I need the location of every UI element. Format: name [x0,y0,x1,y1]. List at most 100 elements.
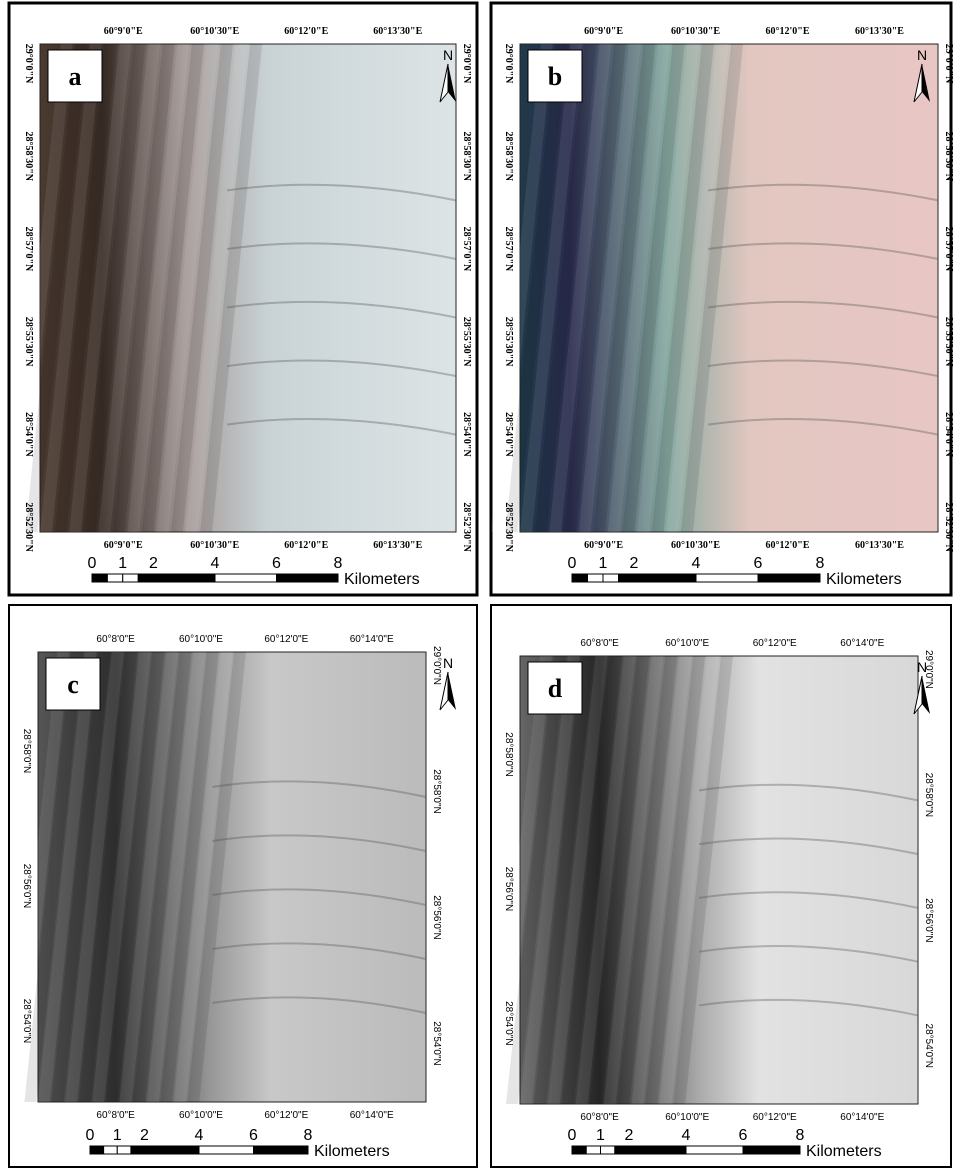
longitude-label: 60°13'30"E [373,540,422,551]
latitude-label: 28°54'0"N [431,1021,442,1066]
latitude-label: 28°57'0"N [503,227,514,272]
latitude-label: 29°0'0"N [943,44,954,84]
longitude-label: 60°10'0"E [665,638,709,649]
longitude-label: 60°8'0"E [580,1112,619,1123]
latitude-label: 28°56'0"N [503,867,514,912]
latitude-label: 29°0'0"N [503,44,514,84]
scale-label: 1 [596,1127,605,1144]
scale-label: 0 [568,1127,577,1144]
scale-unit: Kilometers [806,1143,882,1160]
longitude-label: 60°10'0"E [179,1110,223,1121]
scale-segment [104,1146,118,1154]
latitude-label: 29°0'0"N [431,646,442,685]
latitude-label: 28°52'30"N [503,502,514,552]
scale-unit: Kilometers [826,571,902,588]
latitude-label: 28°54'0"N [923,1024,934,1069]
scale-segment [254,1146,309,1154]
scale-label: 1 [599,555,608,572]
latitude-label: 28°58'0"N [503,732,514,777]
panel-label: c [67,670,79,699]
latitude-label: 28°52'30"N [23,502,34,552]
scale-segment [696,574,758,582]
panel-label: a [69,62,82,91]
latitude-label: 29°0'0"N [461,44,472,84]
scale-label: 8 [304,1127,313,1144]
latitude-label: 28°58'0"N [431,769,442,814]
scale-segment [629,1146,686,1154]
latitude-label: 28°58'30"N [461,131,472,181]
longitude-label: 60°8'0"E [580,638,619,649]
latitude-label: 28°58'30"N [943,131,954,181]
longitude-label: 60°10'30"E [190,26,239,37]
scale-label: 8 [796,1127,805,1144]
scale-unit: Kilometers [344,571,420,588]
longitude-label: 60°13'30"E [855,540,904,551]
latitude-label: 29°0'0"N [23,44,34,84]
scale-label: 2 [140,1127,149,1144]
scale-segment [215,574,277,582]
north-label: N [443,655,453,671]
scale-label: 6 [754,555,763,572]
scale-segment [154,574,216,582]
scale-segment [277,574,339,582]
scale-segment [615,1146,629,1154]
longitude-label: 60°9'0"E [104,540,143,551]
latitude-label: 28°54'0"N [21,999,32,1044]
latitude-label: 28°58'30"N [503,131,514,181]
latitude-label: 28°56'0"N [923,898,934,943]
longitude-label: 60°10'30"E [190,540,239,551]
longitude-label: 60°12'0"E [264,634,308,645]
latitude-label: 29°0'0"N [923,650,934,689]
scale-label: 1 [118,555,127,572]
map-panel: dN60°8'0"E60°10'0"E60°12'0"E60°14'0"E60°… [491,605,951,1167]
longitude-label: 60°14'0"E [350,1110,394,1121]
scale-unit: Kilometers [314,1143,390,1160]
panel-label: b [548,62,562,91]
scale-segment [758,574,820,582]
latitude-label: 28°54'0"N [503,412,514,457]
latitude-label: 28°54'0"N [503,1001,514,1046]
scale-segment [107,574,122,582]
longitude-label: 60°10'0"E [665,1112,709,1123]
latitude-label: 28°52'30"N [461,502,472,552]
scale-label: 2 [149,555,158,572]
latitude-label: 28°58'0"N [923,773,934,818]
longitude-label: 60°12'0"E [766,26,810,37]
latitude-label: 28°57'0"N [23,227,34,272]
scale-label: 6 [249,1127,258,1144]
latitude-label: 28°58'0"N [21,729,32,774]
scale-segment [145,1146,200,1154]
longitude-label: 60°8'0"E [96,1110,135,1121]
scale-segment [131,1146,145,1154]
scale-label: 2 [625,1127,634,1144]
latitude-label: 28°55'30"N [503,317,514,367]
scale-label: 0 [88,555,97,572]
scale-label: 0 [86,1127,95,1144]
longitude-label: 60°9'0"E [104,26,143,37]
north-label: N [443,47,453,63]
longitude-label: 60°12'0"E [766,540,810,551]
longitude-label: 60°10'0"E [179,634,223,645]
longitude-label: 60°12'0"E [264,1110,308,1121]
scale-segment [686,1146,743,1154]
scale-label: 4 [692,555,701,572]
scale-segment [743,1146,800,1154]
latitude-label: 28°54'0"N [943,412,954,457]
longitude-label: 60°9'0"E [584,540,623,551]
scale-segment [634,574,696,582]
scale-label: 4 [211,555,220,572]
scale-segment [138,574,153,582]
longitude-label: 60°8'0"E [96,634,135,645]
scale-label: 8 [816,555,825,572]
latitude-label: 28°55'30"N [943,317,954,367]
latitude-label: 28°57'0"N [461,227,472,272]
scale-label: 4 [682,1127,691,1144]
latitude-label: 28°54'0"N [23,412,34,457]
map-panel: aN60°9'0"E60°10'30"E60°12'0"E60°13'30"E6… [9,3,477,595]
longitude-label: 60°10'30"E [671,540,720,551]
latitude-label: 28°56'0"N [431,895,442,940]
scale-segment [619,574,635,582]
scale-segment [588,574,604,582]
longitude-label: 60°14'0"E [350,634,394,645]
latitude-label: 28°56'0"N [21,864,32,909]
